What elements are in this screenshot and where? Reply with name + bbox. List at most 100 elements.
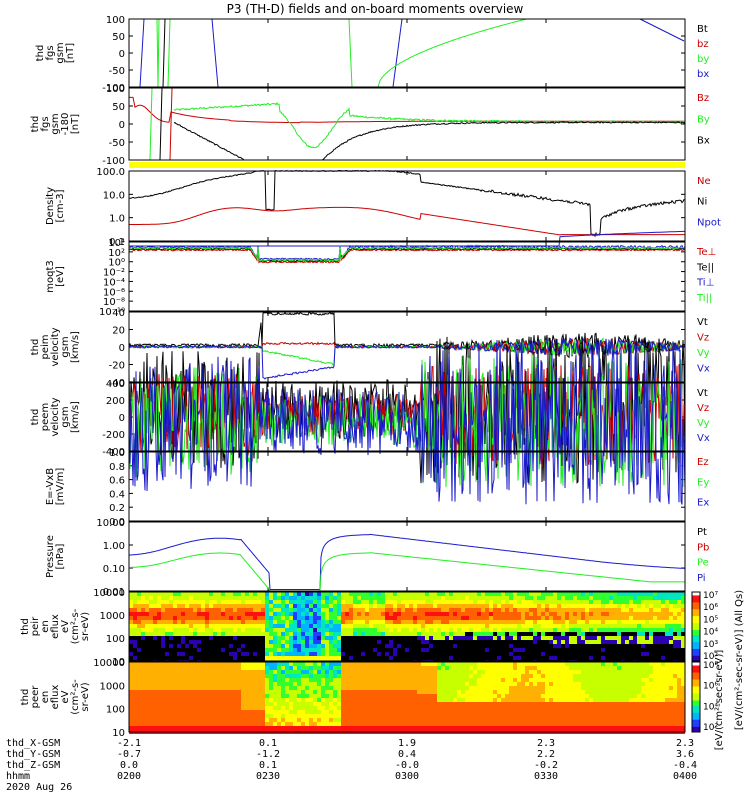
xaxis-value: 0.0 bbox=[120, 760, 138, 771]
bx-line bbox=[160, 88, 162, 160]
legend-entry: Ni bbox=[697, 197, 707, 208]
colorbar-tick: 10⁵ bbox=[703, 615, 718, 625]
xaxis-row-label: thd_Z-GSM bbox=[6, 760, 60, 771]
y-tick-label: 0 bbox=[119, 343, 125, 354]
colorbar-tick: 10⁷ bbox=[703, 591, 718, 601]
y-tick-label: 50 bbox=[112, 32, 125, 43]
y-tick-label: 50 bbox=[112, 102, 125, 113]
bx-line bbox=[640, 19, 684, 41]
xaxis-value: 0230 bbox=[256, 771, 280, 782]
by-line bbox=[168, 19, 170, 87]
y-tick-label: 0 bbox=[119, 49, 125, 60]
chart-title: P3 (TH-D) fields and on-board moments ov… bbox=[227, 2, 524, 16]
by-line bbox=[157, 19, 159, 87]
xaxis-value: -2.1 bbox=[117, 738, 141, 749]
xaxis-value: 3.6 bbox=[676, 749, 694, 760]
y-tick-label: 0 bbox=[119, 120, 125, 131]
y-tick-label: 0 bbox=[119, 413, 125, 424]
xaxis-value: 0.1 bbox=[259, 738, 277, 749]
by-line bbox=[150, 88, 152, 160]
legend-entry: Vz bbox=[697, 403, 709, 414]
y-tick-label: 20 bbox=[112, 326, 125, 337]
legend-entry: Vx bbox=[697, 364, 710, 375]
bx-line bbox=[212, 19, 218, 87]
bt-line bbox=[163, 19, 165, 87]
peer-colorbar bbox=[692, 662, 700, 733]
y-axis-label: [nT] bbox=[70, 114, 81, 134]
legend-entry: Pi bbox=[697, 573, 706, 584]
y-tick-label: 1.00 bbox=[103, 541, 125, 552]
by-line bbox=[174, 103, 685, 148]
y-tick-label: 1000 bbox=[100, 681, 125, 692]
y-tick-label: 0.4 bbox=[109, 489, 125, 500]
y-axis-label: [eV] bbox=[55, 266, 66, 287]
legend-entry: Pb bbox=[697, 542, 709, 553]
y-tick-label: -200 bbox=[102, 430, 125, 441]
legend-entry: Te|| bbox=[696, 262, 714, 273]
peir-spectrogram-image bbox=[129, 592, 685, 664]
mode-indicator-bar bbox=[129, 162, 685, 168]
xaxis-value: 2.2 bbox=[537, 749, 555, 760]
y-tick-label: -100 bbox=[102, 156, 125, 167]
y-tick-label: 0.2 bbox=[109, 503, 125, 514]
bx-line bbox=[393, 19, 402, 87]
colorbar-tick: 10³ bbox=[703, 640, 718, 650]
colorbar-label: [eV/(cm²-sec-sr-eV)] bbox=[714, 650, 725, 751]
y-tick-label: 100 bbox=[106, 84, 125, 95]
y-axis-label: [km/s] bbox=[70, 331, 81, 363]
colorbar-tick: 10⁶ bbox=[703, 603, 718, 613]
legend-entry: By bbox=[697, 114, 710, 125]
legend-entry: Te⊥ bbox=[696, 247, 716, 258]
legend-entry: by bbox=[697, 54, 709, 65]
bx-line bbox=[174, 122, 685, 164]
y-tick-label: 0.8 bbox=[109, 462, 125, 473]
legend-entry: Ti⊥ bbox=[696, 278, 714, 289]
y-axis-label: [mV/m] bbox=[55, 468, 66, 506]
legend-entry: Ne bbox=[697, 176, 711, 187]
legend-entry: Bt bbox=[697, 24, 708, 35]
legend-entry: Vt bbox=[697, 317, 708, 328]
colorbar-label: [eV/(cm²-sec-sr-eV)] (All Qs) bbox=[734, 590, 745, 730]
xaxis-value: 0.4 bbox=[398, 749, 416, 760]
legend-entry: Vx bbox=[697, 433, 710, 444]
legend-entry: Pt bbox=[697, 527, 707, 538]
y-tick-label: 10000 bbox=[93, 588, 125, 599]
legend-entry: Bz bbox=[697, 93, 709, 104]
pi-line bbox=[129, 534, 685, 589]
y-axis-label: [nPa] bbox=[55, 543, 66, 569]
xaxis-value: -0.4 bbox=[673, 760, 697, 771]
xaxis-value: -0.7 bbox=[117, 749, 141, 760]
date-label: 2020 Aug 26 bbox=[6, 782, 72, 793]
legend-entry: Npot bbox=[697, 217, 721, 228]
y-tick-label: -20 bbox=[109, 361, 125, 372]
xaxis-value: 0200 bbox=[117, 771, 141, 782]
y-tick-label: 400 bbox=[106, 379, 125, 390]
legend-entry: Ey bbox=[697, 477, 709, 488]
y-tick-label: 10.00 bbox=[96, 518, 125, 529]
bx-line bbox=[140, 19, 144, 87]
xaxis-row-label: thd_X-GSM bbox=[6, 738, 60, 749]
y-tick-label: 10000 bbox=[93, 658, 125, 669]
y-axis-label: sr-eV) bbox=[80, 682, 91, 711]
pe-line bbox=[129, 553, 685, 591]
xaxis-value: 0400 bbox=[673, 771, 697, 782]
xaxis-value: 0.1 bbox=[259, 760, 277, 771]
y-tick-label: 1000 bbox=[100, 611, 125, 622]
xaxis-row-label: hhmm bbox=[6, 771, 30, 782]
xaxis-value: 2.3 bbox=[676, 738, 694, 749]
y-tick-label: 0.10 bbox=[103, 564, 125, 575]
y-tick-label: 100 bbox=[106, 15, 125, 26]
y-tick-label: -50 bbox=[109, 138, 125, 149]
xaxis-value: 0300 bbox=[395, 771, 419, 782]
legend-entry: Vz bbox=[697, 333, 709, 344]
colorbar-tick: 10⁴ bbox=[703, 628, 718, 638]
xaxis-value: 0330 bbox=[534, 771, 558, 782]
y-tick-label: 100 bbox=[106, 634, 125, 645]
y-axis-label: sr-eV) bbox=[80, 612, 91, 641]
legend-entry: Vy bbox=[697, 348, 710, 359]
xaxis-value: -1.2 bbox=[256, 749, 280, 760]
y-tick-label: 40 bbox=[112, 308, 125, 319]
xaxis-value: -0.2 bbox=[534, 760, 558, 771]
ni-line bbox=[129, 171, 685, 237]
